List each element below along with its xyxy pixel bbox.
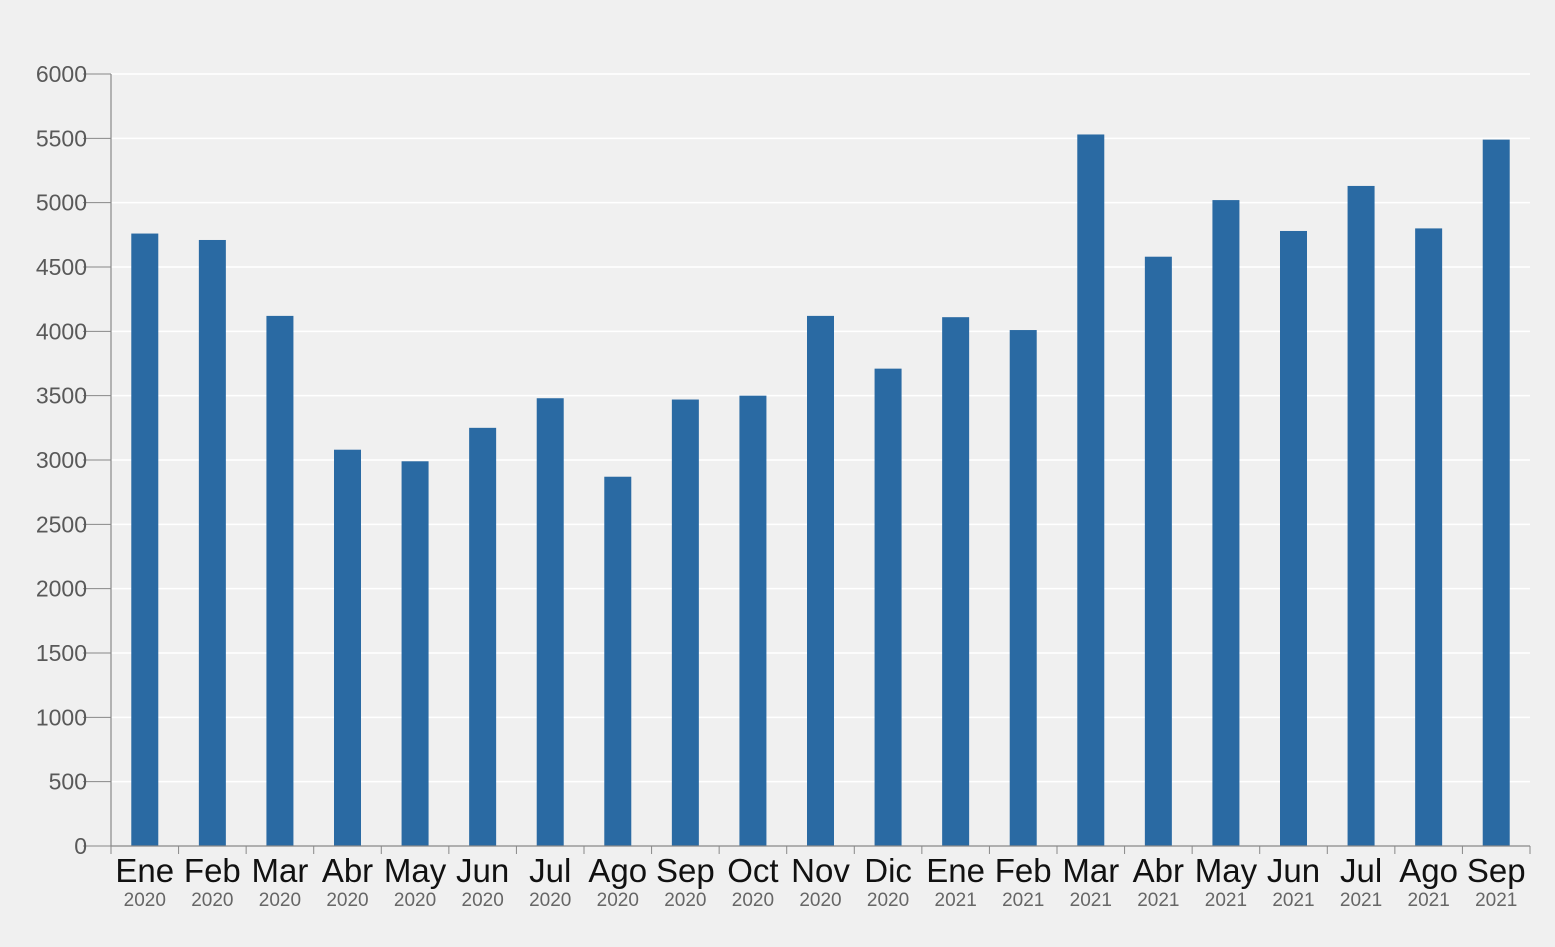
x-tick-label-year: 2020 (191, 890, 233, 911)
x-tick-label-year: 2020 (867, 890, 909, 911)
x-tick-label-year: 2020 (799, 890, 841, 911)
x-tick-label-year: 2021 (1272, 890, 1314, 911)
bar-may-2021 (1212, 200, 1240, 847)
y-tick-label: 1500 (36, 640, 87, 666)
x-tick-label-year: 2020 (124, 890, 166, 911)
x-tick-label-year: 2020 (529, 890, 571, 911)
bar-nov-2020 (807, 315, 834, 847)
x-tick-label-month: Feb (184, 852, 241, 889)
bar-feb-2021 (1009, 330, 1037, 847)
bar-jul-2020 (536, 398, 564, 846)
x-tick-labels: Ene2020Feb2020Mar2020Abr2020May2020Jun20… (115, 852, 1525, 911)
bar-dic-2020 (874, 368, 902, 846)
y-tick-label: 0 (74, 833, 87, 859)
x-tick-label-month: Ago (1399, 852, 1458, 889)
x-tick-label-year: 2021 (1205, 890, 1247, 911)
x-tick-label-month: Abr (322, 852, 373, 889)
bar-abr-2021 (1144, 256, 1172, 846)
x-tick-label-year: 2020 (732, 890, 774, 911)
bar-oct-2020 (739, 395, 767, 846)
bar-ago-2020 (604, 476, 632, 846)
y-tick-label: 2000 (36, 576, 87, 602)
x-tick-label-month: Ene (926, 852, 985, 889)
y-tick-label: 5500 (36, 125, 87, 151)
bar-ene-2021 (942, 317, 970, 846)
bars (131, 134, 1510, 847)
x-tick-label-month: Sep (656, 852, 715, 889)
x-tick-label-year: 2021 (935, 890, 977, 911)
y-tick-label: 6000 (36, 61, 87, 87)
axes (83, 73, 1531, 854)
bar-mar-2021 (1077, 134, 1105, 846)
x-tick-label-year: 2021 (1340, 890, 1382, 911)
x-tick-label-month: Jun (456, 852, 509, 889)
bar-may-2020 (401, 461, 429, 846)
y-tick-label: 4500 (36, 254, 87, 280)
y-tick-label: 1000 (36, 704, 87, 730)
y-tick-label: 4000 (36, 318, 87, 344)
x-tick-label-month: Ago (588, 852, 647, 889)
bar-mar-2020 (266, 315, 294, 847)
bar-ago-2021 (1415, 228, 1443, 846)
y-tick-labels: 0 500 1000 1500 2000 2500 3000 3500 4000 4500 5000… (36, 61, 87, 859)
x-tick-label-year: 2021 (1137, 890, 1179, 911)
x-tick-label-month: May (384, 852, 447, 889)
bar-abr-2020 (334, 449, 361, 846)
x-tick-label-month: May (1195, 852, 1258, 889)
x-tick-label-month: Nov (791, 852, 850, 889)
y-tick-label: 5000 (36, 190, 87, 216)
x-tick-label-month: Mar (1062, 852, 1119, 889)
bar-jul-2021 (1347, 185, 1375, 846)
bar-jun-2020 (469, 427, 497, 846)
x-tick-label-month: Mar (252, 852, 309, 889)
x-tick-label-year: 2021 (1408, 890, 1450, 911)
x-tick-label-month: Sep (1467, 852, 1526, 889)
x-tick-label-year: 2021 (1475, 890, 1517, 911)
x-tick-label-month: Dic (864, 852, 912, 889)
y-tick-label: 2500 (36, 511, 87, 537)
x-tick-label-month: Jul (1340, 852, 1382, 889)
bar-sep-2021 (1482, 139, 1510, 846)
x-tick-label-year: 2020 (597, 890, 639, 911)
y-tick-label: 3000 (36, 447, 87, 473)
x-tick-label-year: 2020 (462, 890, 504, 911)
x-tick-label-year: 2020 (394, 890, 436, 911)
x-tick-label-year: 2021 (1070, 890, 1112, 911)
bar-ene-2020 (131, 233, 159, 847)
x-tick-label-month: Oct (727, 852, 778, 889)
x-tick-label-year: 2020 (326, 890, 368, 911)
x-tick-label-month: Abr (1133, 852, 1184, 889)
bar-feb-2020 (198, 239, 226, 847)
x-tick-label-month: Ene (115, 852, 174, 889)
x-tick-label-year: 2020 (664, 890, 706, 911)
y-tick-label: 3500 (36, 383, 87, 409)
bar-sep-2020 (671, 399, 699, 846)
x-tick-label-month: Feb (995, 852, 1052, 889)
y-tick-label: 500 (49, 769, 87, 795)
x-tick-label-month: Jun (1267, 852, 1320, 889)
bar-jun-2021 (1280, 230, 1307, 846)
x-tick-label-year: 2021 (1002, 890, 1044, 911)
x-tick-label-year: 2020 (259, 890, 301, 911)
x-tick-label-month: Jul (529, 852, 571, 889)
